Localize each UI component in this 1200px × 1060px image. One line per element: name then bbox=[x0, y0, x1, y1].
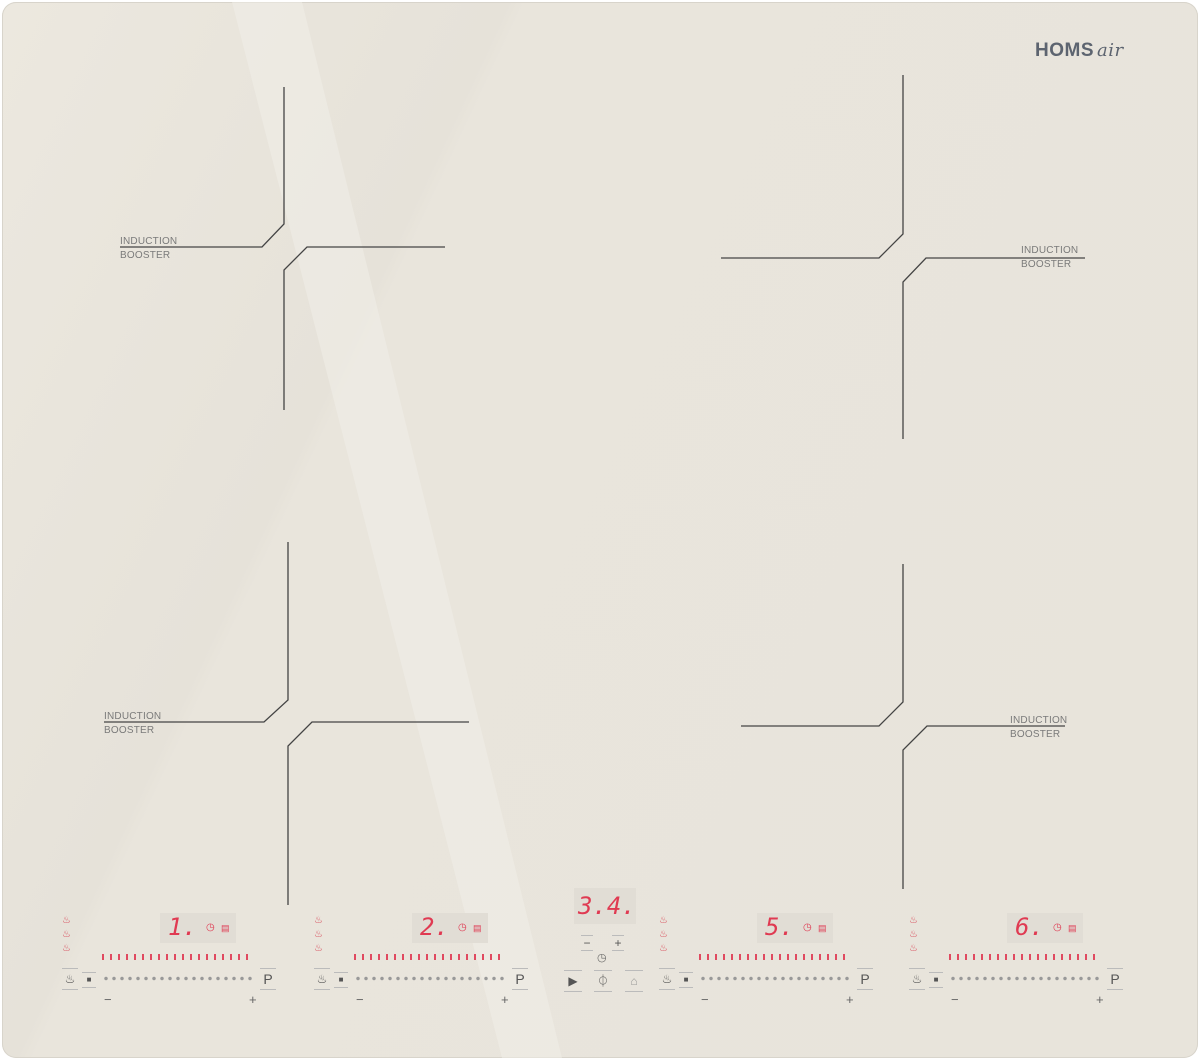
power-level-digit: 2. bbox=[420, 913, 449, 941]
zone-control-4: ♨ ♨ ♨ 6. ◷ ▤ ♨ ■ P − + bbox=[907, 908, 1147, 1012]
zone-label: INDUCTION BOOSTER bbox=[104, 711, 162, 736]
boost-p-button[interactable]: P bbox=[1107, 968, 1123, 990]
zone-select-button[interactable]: ■ bbox=[679, 972, 693, 988]
timer-minus-button[interactable]: − bbox=[581, 935, 593, 951]
pot-icon: ♨ bbox=[911, 972, 923, 986]
keep-warm-button[interactable]: ♨ bbox=[314, 968, 330, 990]
power-level-bar bbox=[102, 954, 254, 960]
pot-icon: ♨ ♨ ♨ bbox=[909, 915, 918, 954]
minus-label: − bbox=[356, 992, 364, 1007]
plus-label: + bbox=[501, 992, 509, 1007]
zone-1-mark-a bbox=[120, 87, 285, 248]
lock-icon: ⌂ bbox=[630, 974, 638, 988]
zone-4-mark-a bbox=[741, 564, 904, 727]
play-pause-button[interactable]: ▶ bbox=[564, 970, 582, 992]
power-icon: ⏀ bbox=[596, 974, 609, 988]
power-level-digit: 1. bbox=[168, 913, 197, 941]
timer-display-value: 3.4. bbox=[578, 892, 636, 920]
keep-warm-button[interactable]: ♨ bbox=[659, 968, 675, 990]
zone-2-mark-b bbox=[902, 257, 1085, 439]
zone-select-button[interactable]: ■ bbox=[929, 972, 943, 988]
pot-icon: ♨ ♨ ♨ bbox=[659, 915, 668, 954]
zone-display bbox=[160, 913, 236, 943]
timer-indicator-icon: ▤ bbox=[818, 923, 827, 933]
lock-button[interactable]: ⌂ bbox=[625, 970, 643, 992]
clock-icon: ◷ bbox=[597, 952, 607, 964]
zone-1-mark-b bbox=[283, 246, 445, 410]
keep-warm-button[interactable]: ♨ bbox=[909, 968, 925, 990]
keep-warm-button[interactable]: ♨ bbox=[62, 968, 78, 990]
boost-p-button[interactable]: P bbox=[512, 968, 528, 990]
zone-label: INDUCTION BOOSTER bbox=[1021, 245, 1079, 270]
plus-label: + bbox=[846, 992, 854, 1007]
zone-select-button[interactable]: ■ bbox=[82, 972, 96, 988]
zone-display bbox=[1007, 913, 1083, 943]
zone-control-3: ♨ ♨ ♨ 5. ◷ ▤ ♨ ■ P − + bbox=[657, 908, 897, 1012]
clock-icon: ◷ bbox=[206, 922, 215, 933]
zone-display bbox=[412, 913, 488, 943]
power-level-bar bbox=[354, 954, 506, 960]
timer-indicator-icon: ▤ bbox=[1068, 923, 1077, 933]
minus-label: − bbox=[701, 992, 709, 1007]
zone-label: INDUCTION BOOSTER bbox=[120, 236, 178, 261]
power-slider[interactable] bbox=[102, 976, 256, 981]
clock-icon: ◷ bbox=[1053, 922, 1062, 933]
pot-icon: ♨ bbox=[64, 972, 76, 986]
power-level-bar bbox=[699, 954, 851, 960]
zone-display bbox=[757, 913, 833, 943]
zone-control-2: ♨ ♨ ♨ 2. ◷ ▤ ♨ ■ P − + bbox=[312, 908, 552, 1012]
power-level-digit: 6. bbox=[1015, 913, 1044, 941]
boost-p-button[interactable]: P bbox=[260, 968, 276, 990]
timer-indicator-icon: ▤ bbox=[221, 923, 230, 933]
plus-label: + bbox=[249, 992, 257, 1007]
minus-label: − bbox=[951, 992, 959, 1007]
boost-p-button[interactable]: P bbox=[857, 968, 873, 990]
zone-select-button[interactable]: ■ bbox=[334, 972, 348, 988]
clock-icon: ◷ bbox=[803, 922, 812, 933]
pot-icon: ♨ bbox=[661, 972, 673, 986]
power-button[interactable]: ⏀ bbox=[594, 970, 612, 992]
play-icon: ▶ bbox=[568, 974, 578, 988]
power-level-digit: 5. bbox=[765, 913, 794, 941]
zone-2-mark-a bbox=[721, 75, 904, 259]
minus-label: − bbox=[104, 992, 112, 1007]
timer-display bbox=[574, 888, 636, 924]
zone-4-mark-b bbox=[902, 725, 1065, 889]
timer-plus-button[interactable]: + bbox=[612, 935, 624, 951]
zone-3-mark-b bbox=[287, 721, 469, 905]
power-level-bar bbox=[949, 954, 1101, 960]
clock-icon: ◷ bbox=[458, 922, 467, 933]
pot-icon: ♨ ♨ ♨ bbox=[314, 915, 323, 954]
power-slider[interactable] bbox=[699, 976, 853, 981]
pot-icon: ♨ ♨ ♨ bbox=[62, 915, 71, 954]
brand-logo: HOMS air bbox=[1035, 40, 1124, 61]
power-slider[interactable] bbox=[354, 976, 508, 981]
zone-3-mark-a bbox=[104, 542, 289, 723]
power-slider[interactable] bbox=[949, 976, 1103, 981]
zone-label: INDUCTION BOOSTER bbox=[1010, 715, 1068, 740]
pot-icon: ♨ bbox=[316, 972, 328, 986]
timer-indicator-icon: ▤ bbox=[473, 923, 482, 933]
plus-label: + bbox=[1096, 992, 1104, 1007]
zone-control-1: ♨ ♨ ♨ 1. ◷ ▤ ♨ ■ P − + bbox=[60, 908, 300, 1012]
